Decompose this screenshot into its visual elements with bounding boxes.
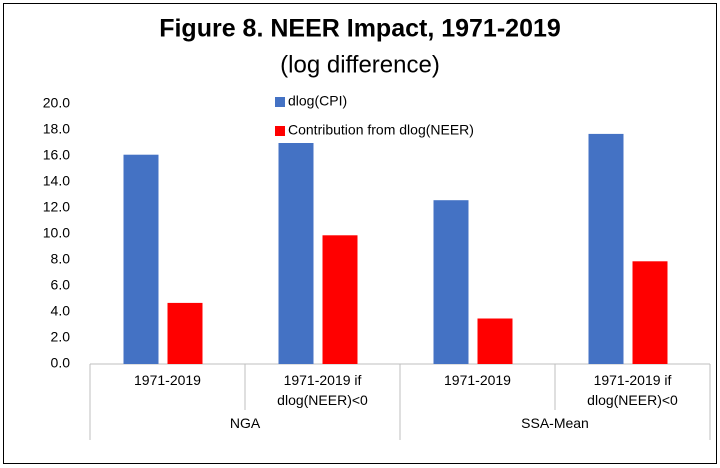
y-tick-label: 0.0 bbox=[51, 355, 71, 371]
legend-swatch bbox=[275, 97, 285, 107]
legend-label: Contribution from dlog(NEER) bbox=[288, 122, 474, 138]
bar bbox=[278, 143, 314, 364]
group-label: NGA bbox=[229, 415, 261, 431]
y-tick-label: 10.0 bbox=[43, 225, 70, 241]
group-label: SSA-Mean bbox=[521, 415, 589, 431]
legend-swatch bbox=[275, 126, 285, 136]
chart-title: Figure 8. NEER Impact, 1971-2019 bbox=[159, 15, 561, 43]
y-tick-label: 12.0 bbox=[43, 199, 70, 215]
x-tick-label: 1971-2019 if dlog(NEER)<0 bbox=[277, 372, 368, 408]
bar bbox=[322, 235, 358, 364]
x-tick-label: 1971-2019 bbox=[444, 372, 511, 388]
x-tick-label: 1971-2019 if dlog(NEER)<0 bbox=[587, 372, 678, 408]
y-tick-label: 4.0 bbox=[51, 303, 71, 319]
bar bbox=[588, 133, 624, 364]
bar bbox=[632, 261, 668, 364]
y-tick-label: 8.0 bbox=[51, 251, 71, 267]
chart-subtitle: (log difference) bbox=[280, 51, 440, 78]
y-tick-label: 2.0 bbox=[51, 329, 71, 345]
bar bbox=[477, 318, 513, 364]
bar bbox=[167, 302, 203, 364]
y-tick-label: 6.0 bbox=[51, 277, 71, 293]
bar bbox=[123, 154, 159, 364]
y-tick-label: 18.0 bbox=[43, 121, 70, 137]
y-tick-label: 16.0 bbox=[43, 147, 70, 163]
y-tick-label: 20.0 bbox=[43, 95, 70, 111]
bar bbox=[433, 200, 469, 364]
x-tick-label: 1971-2019 bbox=[134, 372, 201, 388]
y-tick-label: 14.0 bbox=[43, 173, 70, 189]
legend-label: dlog(CPI) bbox=[288, 93, 347, 109]
